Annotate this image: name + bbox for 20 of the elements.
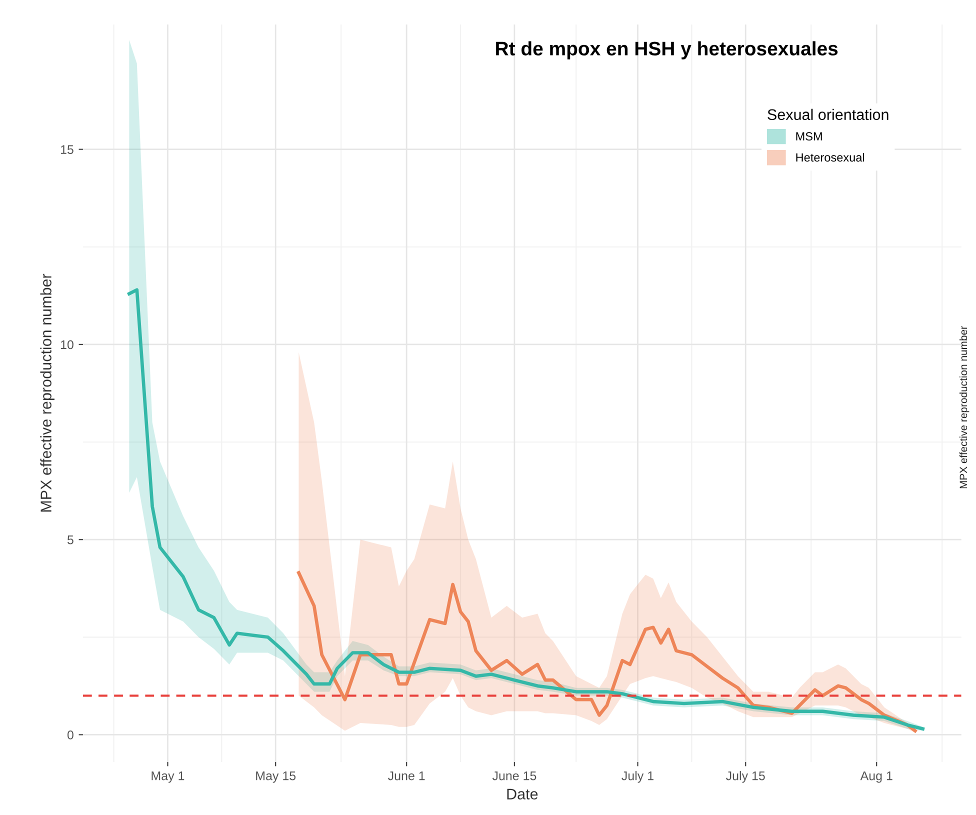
- legend-label: MSM: [796, 132, 822, 141]
- legend-label: Heterosexual: [796, 152, 864, 162]
- text: Rt de mpox en HSH y heterosexuales: [496, 41, 838, 60]
- x-tick-label: July 15: [726, 771, 765, 783]
- y-axis-title: MPX effective reproduction number: [959, 326, 970, 488]
- x-tick-label: Aug 1: [860, 772, 892, 783]
- line-series: [128, 288, 925, 731]
- x-tick-label: May 1: [152, 772, 184, 783]
- x-axis-title: Date: [507, 788, 538, 800]
- x-tick-label: June 15: [492, 772, 536, 780]
- text: MPX effective reproduction number: [40, 274, 54, 512]
- x-tick-label: May 15: [256, 772, 296, 783]
- y-tick-label: 5: [67, 536, 74, 544]
- y-tick-label: 15: [60, 145, 74, 154]
- line-series: [297, 571, 917, 732]
- legend-title: Sexual orientation: [768, 108, 888, 120]
- y-tick-label: 0: [67, 730, 74, 740]
- x-tick-label: July 1: [622, 771, 654, 783]
- x-tick-label: June 1: [388, 772, 425, 780]
- y-tick-label: 10: [60, 340, 74, 350]
